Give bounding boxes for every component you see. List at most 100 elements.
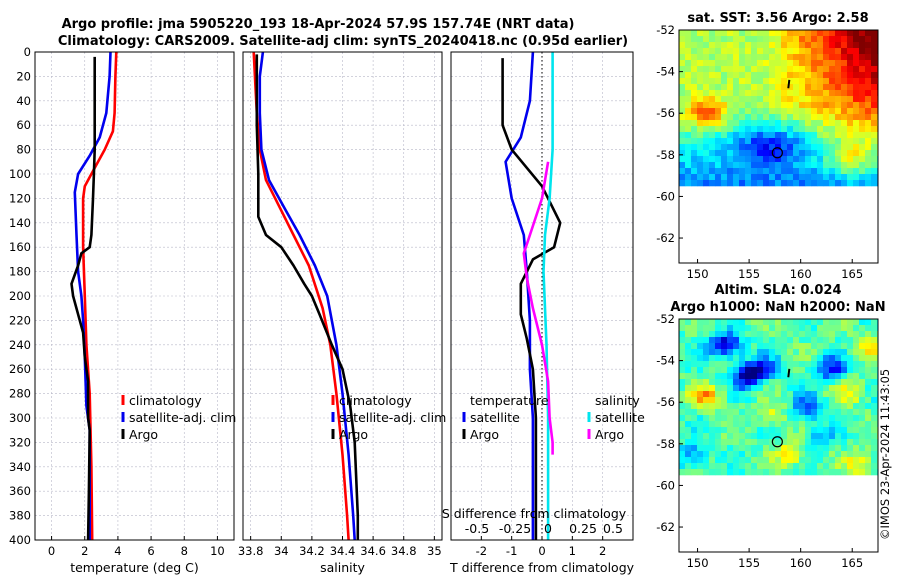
sst-lat-label: -58 xyxy=(656,148,675,162)
legend-argo-label: Argo xyxy=(339,427,368,442)
legend-argo-label: Argo xyxy=(129,427,158,442)
sst-argo-marker xyxy=(771,147,783,159)
sla-lat-label: -54 xyxy=(656,354,675,368)
series-argo xyxy=(255,54,360,540)
y-tick-label: 200 xyxy=(9,289,31,303)
sst-lon-label: 155 xyxy=(738,267,760,281)
series-argo xyxy=(70,56,96,541)
y-tick-label: 240 xyxy=(9,338,31,352)
y-tick-label: 300 xyxy=(9,411,31,425)
imos-watermark: ©IMOS 23-Apr-2024 11:43:05 xyxy=(878,369,892,540)
x-tick-label: 34.2 xyxy=(299,544,325,558)
sla-map-title1: Altim. SLA: 0.024 xyxy=(715,283,842,298)
y-tick-label: 400 xyxy=(9,533,31,547)
sla-map-title2: Argo h1000: NaN h2000: NaN xyxy=(670,300,885,315)
y-tick-label: 0 xyxy=(24,45,31,59)
y-tick-label: 280 xyxy=(9,387,31,401)
x-tick-label: 10 xyxy=(210,544,225,558)
sla-lat-label: -60 xyxy=(656,478,675,492)
y-tick-label: 220 xyxy=(9,313,31,327)
sst-lat-label: -54 xyxy=(656,65,675,79)
x-tick-label: 0 xyxy=(48,544,55,558)
series-salinity-argo xyxy=(522,161,554,455)
x-tick-label: -2 xyxy=(476,544,487,558)
x-tick-label: 0 xyxy=(538,544,545,558)
y-tick-label: 360 xyxy=(9,484,31,498)
sla-lon-label: 155 xyxy=(738,556,760,570)
sla-lon-label: 160 xyxy=(790,556,812,570)
series-satellite-adj-clim xyxy=(258,51,356,541)
sst-lon-label: 150 xyxy=(687,267,709,281)
x-axis-label: T difference from climatology xyxy=(449,560,635,575)
s-tick-label: 0 xyxy=(544,521,552,536)
sla-lat-label: -62 xyxy=(656,520,675,534)
x-axis-label: salinity xyxy=(320,560,365,575)
y-tick-label: 180 xyxy=(9,265,31,279)
legend-temperature: climatology satellite-adj. clim Argo xyxy=(121,393,236,442)
y-tick-label: 40 xyxy=(16,94,31,108)
sst-lon-label: 160 xyxy=(790,267,812,281)
legend-climatology-label: climatology xyxy=(129,393,202,408)
sla-lon-label: 150 xyxy=(687,556,709,570)
y-tick-label: 120 xyxy=(9,191,31,205)
x-tick-label: 2 xyxy=(599,544,606,558)
y-tick-label: 60 xyxy=(16,118,31,132)
series-temperature-argo xyxy=(501,58,562,540)
sla-argo-marker xyxy=(771,436,783,448)
sst-lat-label: -60 xyxy=(656,189,675,203)
panel-salinity: 33.8 34 34.2 34.4 34.6 34.8 35 salinity xyxy=(238,51,443,575)
x-tick-label: 4 xyxy=(114,544,121,558)
legend-climatology-label: climatology xyxy=(339,393,412,408)
sla-lon-label: 165 xyxy=(841,556,863,570)
sst-lat-label: -56 xyxy=(656,106,675,120)
x-tick-label: 1 xyxy=(569,544,576,558)
legend-t-satellite-label: satellite xyxy=(470,410,520,425)
sst-map: sat. SST: 3.56 Argo: 2.58 -52 -54 -56 -58 -6… xyxy=(656,11,879,281)
legend-difference: temperature salinity satellite Argo satellit… xyxy=(462,393,645,442)
x-tick-label: 34.8 xyxy=(391,544,417,558)
y-tick-label: 20 xyxy=(16,69,31,83)
x-axis-label: temperature (deg C) xyxy=(70,560,199,575)
series-climatology xyxy=(252,51,350,541)
s-difference-scale: S difference from climatology-0.5 -0.25 0 0… xyxy=(442,506,627,536)
legend-s-argo-label: Argo xyxy=(595,427,624,442)
sst-map-title: sat. SST: 3.56 Argo: 2.58 xyxy=(687,11,868,26)
legend-salinity: climatology satellite-adj. clim Argo xyxy=(331,393,446,442)
y-tick-label: 340 xyxy=(9,460,31,474)
sst-lat-label: -62 xyxy=(656,231,675,245)
sla-lat-label: -52 xyxy=(656,312,675,326)
y-tick-label: 380 xyxy=(9,509,31,523)
sst-track-mark xyxy=(787,79,791,89)
x-tick-label: -1 xyxy=(506,544,517,558)
x-tick-label: 8 xyxy=(181,544,188,558)
sla-lat-label: -56 xyxy=(656,395,675,409)
x-tick-label: 2 xyxy=(81,544,88,558)
title-line1: Argo profile: jma 5905220_193 18-Apr-202… xyxy=(62,17,575,32)
panel-frame xyxy=(34,51,235,541)
x-tick-label: 34.6 xyxy=(360,544,386,558)
x-tick-label: 6 xyxy=(147,544,154,558)
s-tick-label: 0.5 xyxy=(603,521,623,536)
sla-pixel-cell xyxy=(679,319,686,326)
legend-satellite-label: satellite-adj. clim xyxy=(339,410,446,425)
sst-lon-label: 165 xyxy=(841,267,863,281)
legend-satellite-label: satellite-adj. clim xyxy=(129,410,236,425)
y-tick-label: 100 xyxy=(9,167,31,181)
x-tick-label: 33.8 xyxy=(238,544,264,558)
y-tick-label: 140 xyxy=(9,216,31,230)
sla-lat-label: -58 xyxy=(656,437,675,451)
s-tick-label: 0.25 xyxy=(569,521,597,536)
legend-salinity-header: salinity xyxy=(595,393,640,408)
legend-t-argo-label: Argo xyxy=(470,427,499,442)
sst-lat-label: -52 xyxy=(656,23,675,37)
sla-map: Altim. SLA: 0.024 Argo h1000: NaN h2000:… xyxy=(656,283,885,570)
panel-temperature: 0 2 4 6 8 10020406080100120140160180200220240… xyxy=(9,45,235,575)
panel-difference: -2 -1 0 1 2 T difference from climatology xyxy=(449,51,635,575)
s-difference-title: S difference from climatology xyxy=(442,506,627,521)
sla-track-mark xyxy=(787,368,791,378)
x-tick-label: 34.4 xyxy=(330,544,356,558)
y-tick-label: 320 xyxy=(9,435,31,449)
s-tick-label: -0.5 xyxy=(465,521,489,536)
y-tick-label: 260 xyxy=(9,362,31,376)
